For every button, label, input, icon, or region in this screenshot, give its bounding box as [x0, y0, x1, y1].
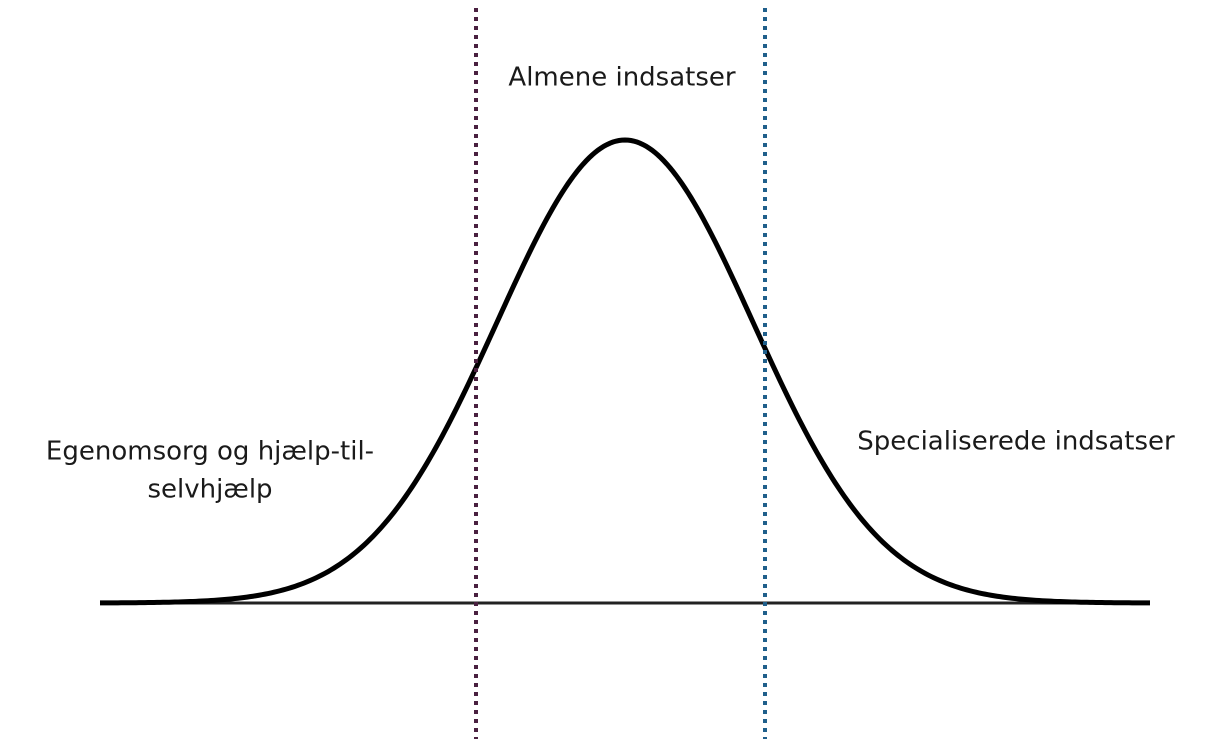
top-label: Almene indsatser: [508, 63, 735, 93]
right-label: Specialiserede indsatser: [857, 427, 1175, 457]
left-label-line: Egenomsorg og hjælp-til-: [46, 437, 374, 467]
bell-curve: [99, 137, 1151, 606]
left-label-line: selvhjælp: [147, 475, 272, 505]
